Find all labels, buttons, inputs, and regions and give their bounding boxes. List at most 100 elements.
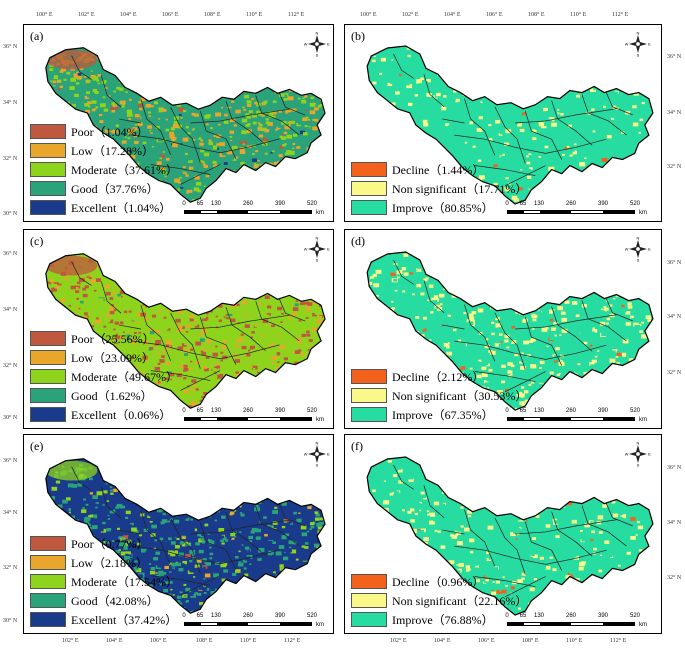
compass-n-label: N <box>637 236 640 241</box>
district-boundary <box>504 165 546 187</box>
north-arrow-icon: N S E W <box>625 441 651 467</box>
district-boundary <box>255 506 300 547</box>
compass-s-label: S <box>637 258 640 263</box>
district-boundary <box>100 486 122 519</box>
district-boundary <box>199 111 237 159</box>
compass-s-label: S <box>637 53 640 58</box>
district-boundary <box>71 55 92 80</box>
scale-tick-label: 260 <box>565 613 577 619</box>
compass-e-label: E <box>327 247 330 252</box>
scale-tick-label: 0 <box>182 408 186 414</box>
district-boundary <box>180 164 221 185</box>
legend-label: Excellent（0.06%） <box>71 407 172 422</box>
compass-s-label: S <box>316 53 319 58</box>
scale-tick-label: 520 <box>629 201 641 207</box>
legend-item: Good（37.76%） <box>30 179 178 197</box>
district-boundary <box>474 165 536 177</box>
lon-label: 110° E <box>240 638 257 644</box>
legend-swatch <box>30 123 66 139</box>
legend-swatch <box>351 592 387 608</box>
scale-bar: 0 65 130 260 390 520 km <box>505 201 647 216</box>
district-boundary <box>524 521 563 571</box>
region-outline <box>366 251 654 411</box>
legend-swatch <box>30 592 66 608</box>
legend-item: Non significant（17.71%） <box>351 179 527 197</box>
district-boundary <box>199 317 237 365</box>
district-boundary <box>140 99 171 155</box>
compass-w-label: W <box>304 247 308 252</box>
scale-unit-label: km <box>316 417 324 423</box>
legend-label: Moderate（49.67%） <box>71 369 178 384</box>
district-boundary <box>464 509 496 567</box>
legend-item: Poor（25.56%） <box>30 329 178 347</box>
district-boundary <box>423 485 445 519</box>
lon-label: 108° E <box>196 638 213 644</box>
district-boundary <box>71 466 92 491</box>
scale-tick-label: 520 <box>306 201 318 207</box>
district-boundary <box>130 340 280 360</box>
lon-label: 110° E <box>570 12 587 18</box>
lat-label: 30° N <box>3 211 18 217</box>
legend-label: Poor（0.77%） <box>71 536 149 551</box>
panel-label: (d) <box>351 234 365 248</box>
compass-n-label: N <box>637 31 640 36</box>
lat-label: 34° N <box>667 520 682 526</box>
district-boundary <box>606 298 633 322</box>
legend-label: Decline（2.12%） <box>392 369 485 384</box>
lat-label: 32° N <box>3 363 18 369</box>
lat-label: 32° N <box>3 565 18 571</box>
lon-label: 112° E <box>610 638 627 644</box>
district-boundary <box>504 371 546 393</box>
region-outline <box>366 456 654 616</box>
scale-tick-label: 130 <box>533 613 545 619</box>
district-boundary <box>504 576 546 598</box>
legend-swatch <box>30 368 66 384</box>
panel-label: (b) <box>351 29 365 43</box>
lat-label: 34° N <box>3 307 18 313</box>
scale-unit-label: km <box>639 417 647 423</box>
scale-tick-label: 65 <box>519 613 527 619</box>
district-boundary <box>150 575 211 586</box>
lon-label: 108° E <box>528 12 545 18</box>
district-boundary <box>170 107 201 163</box>
district-boundary <box>494 106 526 164</box>
legend-item: Excellent（1.04%） <box>30 198 178 216</box>
lat-label: 32° N <box>667 370 682 376</box>
compass-e-label: E <box>327 452 330 457</box>
north-arrow-icon: N S E W <box>304 441 330 467</box>
legend-swatch <box>30 161 66 177</box>
scale-tick-label: 130 <box>533 408 545 414</box>
legend-swatch <box>351 199 387 215</box>
district-boundary <box>279 93 306 116</box>
legend-swatch <box>30 535 66 551</box>
scale-tick-label: 390 <box>274 613 286 619</box>
north-arrow-icon: N S E W <box>625 236 651 262</box>
compass-w-label: W <box>304 42 308 47</box>
map-panel-d: (d) N S E W Decline（2.12%） Non significant（30.… <box>344 229 662 429</box>
lat-label: 36° N <box>3 251 18 257</box>
district-boundary <box>423 74 445 108</box>
district-boundary <box>551 511 593 557</box>
north-arrow-icon: N S E W <box>625 31 651 57</box>
scale-tick-label: 65 <box>196 408 204 414</box>
legend-swatch <box>351 573 387 589</box>
lat-label: 32° N <box>667 164 682 170</box>
lon-label: 102° E <box>402 12 419 18</box>
legend-swatch <box>351 611 387 627</box>
region-outline <box>366 45 654 205</box>
lon-label: 112° E <box>612 12 629 18</box>
scale-tick-label: 0 <box>182 613 186 619</box>
lon-label: 110° E <box>566 638 583 644</box>
map-panel-b: (b) N S E W Decline（1.44%） Non significant（17.… <box>344 24 662 222</box>
district-boundary <box>442 324 465 330</box>
legend-label: Low（2.18%） <box>71 555 148 570</box>
legend-label: Non significant（22.16%） <box>392 593 528 608</box>
district-boundary <box>393 53 414 79</box>
legend-item: Poor（1.04%） <box>30 122 178 140</box>
scale-tick-label: 0 <box>182 201 186 207</box>
district-boundary <box>119 324 141 330</box>
legend: Poor（25.56%） Low（23.09%） Moderate（49.67%） G… <box>30 329 178 424</box>
legend-item: Low（23.09%） <box>30 348 178 366</box>
legend-label: Good（1.62%） <box>71 388 153 403</box>
map-panel-c: (c) N S E W Poor（25.56%） Low（23.09%） Moderate（4… <box>23 229 334 429</box>
